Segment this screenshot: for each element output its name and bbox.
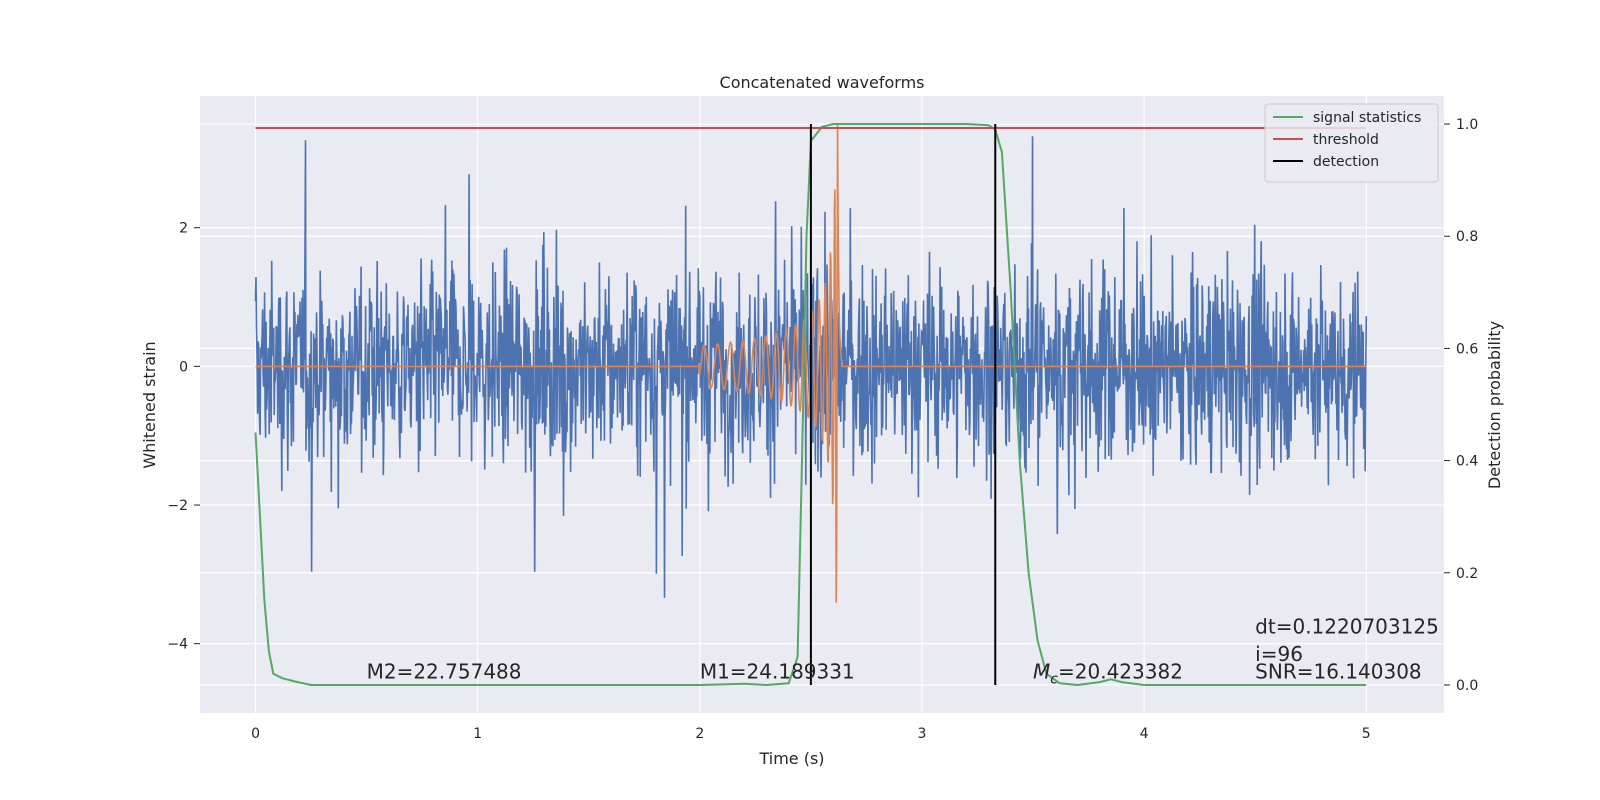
tick-labels: 0 1 2 3 4 5 −4 −2 0 2 0.0 0.2 0.4 0.6 0.8 1.0 <box>167 117 1478 742</box>
legend: signal statistics threshold detection <box>1264 103 1439 183</box>
legend-label: detection <box>1313 154 1379 170</box>
y-right-tick-label: 0.6 <box>1456 341 1478 357</box>
legend-label: signal statistics <box>1313 110 1421 126</box>
y-right-tick-label: 0.2 <box>1456 566 1478 582</box>
annotation-text: dt=0.1220703125 <box>1255 614 1439 638</box>
annotation-text: M1=24.189331 <box>700 659 855 683</box>
series-group <box>254 123 1368 687</box>
y-axis-label: Whitened strain <box>140 341 159 468</box>
y-tick-label: −4 <box>167 637 188 653</box>
y-tick-label: −2 <box>167 498 188 514</box>
chart-title: Concatenated waveforms <box>720 73 925 92</box>
x-tick-label: 1 <box>473 726 482 742</box>
x-tick-label: 2 <box>695 726 704 742</box>
x-tick-label: 0 <box>251 726 260 742</box>
x-tick-label: 4 <box>1140 726 1149 742</box>
y-right-tick-label: 0.0 <box>1456 678 1478 694</box>
x-tick-label: 5 <box>1362 726 1371 742</box>
x-tick-label: 3 <box>918 726 927 742</box>
y-tick-label: 2 <box>179 221 188 237</box>
legend-label: threshold <box>1313 132 1379 148</box>
annotation-text: SNR=16.140308 <box>1255 659 1421 683</box>
y-right-tick-label: 0.8 <box>1456 229 1478 245</box>
annotation-text: M2=22.757488 <box>367 659 522 683</box>
annotation-text: i=96 <box>1255 642 1303 666</box>
signal-statistics-line <box>254 123 1367 687</box>
legend-box <box>1264 103 1439 183</box>
y-right-tick-label: 0.4 <box>1456 454 1478 470</box>
y-right-tick-label: 1.0 <box>1456 117 1478 133</box>
y-tick-label: 0 <box>179 359 188 375</box>
annotations: M2=22.757488 M1=24.189331 Mc=20.423382 SNR=… <box>367 614 1439 687</box>
x-axis-label: Time (s) <box>758 749 824 768</box>
annotation-text: Mc=20.423382 <box>1033 659 1183 687</box>
y-axis-right-label: Detection probability <box>1485 321 1504 489</box>
